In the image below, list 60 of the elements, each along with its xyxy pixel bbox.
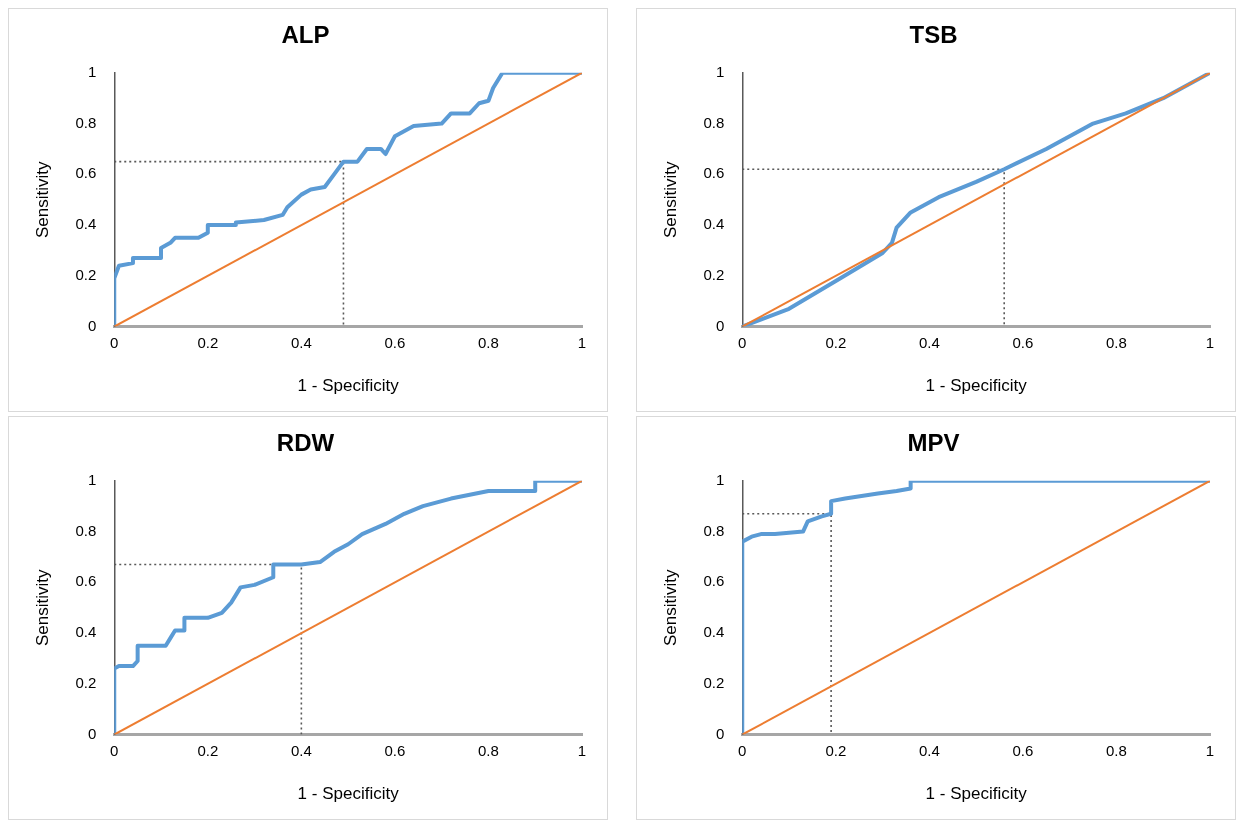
y-axis-title: Sensitivity	[32, 160, 52, 238]
x-tick-label: 0.8	[478, 333, 499, 351]
chart-title: ALP	[281, 21, 330, 49]
x-axis-title: 1 - Specificity	[297, 784, 400, 804]
x-tick-label: 1	[577, 333, 587, 351]
y-tick-label: 0.2	[703, 265, 725, 283]
x-tick-label: 0.6	[384, 741, 406, 759]
y-tick-label: 0.4	[75, 623, 97, 641]
chart-title: TSB	[909, 21, 958, 49]
y-tick-label: 0	[715, 724, 725, 742]
y-tick-label: 0.6	[75, 572, 97, 590]
x-tick-label: 0.2	[825, 333, 847, 351]
y-tick-label: 0.4	[703, 215, 725, 233]
x-tick-label: 0.2	[197, 741, 219, 759]
y-tick-label: 0.2	[703, 673, 725, 691]
x-axis-title: 1 - Specificity	[925, 376, 1028, 396]
y-tick-label: 1	[715, 62, 725, 80]
x-tick-label: 0.2	[825, 741, 847, 759]
x-tick-label: 0	[738, 741, 747, 759]
y-tick-label: 0	[87, 724, 97, 742]
x-tick-label: 1	[1205, 333, 1215, 351]
y-axis-title: Sensitivity	[660, 160, 680, 238]
y-tick-label: 0.4	[703, 623, 725, 641]
y-tick-label: 0.6	[703, 572, 725, 590]
y-tick-label: 0.6	[703, 164, 725, 182]
x-tick-label: 0.6	[384, 333, 406, 351]
y-tick-label: 0.8	[703, 521, 725, 539]
x-tick-label: 0.2	[197, 333, 219, 351]
x-tick-label: 0	[738, 333, 747, 351]
x-tick-label: 0	[110, 333, 119, 351]
x-tick-label: 0	[110, 741, 119, 759]
x-tick-label: 0.8	[1106, 741, 1127, 759]
x-tick-label: 0.4	[290, 333, 312, 351]
y-axis-title: Sensitivity	[32, 568, 52, 646]
chart-title: RDW	[276, 429, 335, 457]
y-tick-label: 0.8	[703, 113, 725, 131]
x-tick-label: 0.8	[478, 741, 499, 759]
y-tick-label: 0	[715, 316, 725, 334]
y-tick-label: 0.6	[75, 164, 97, 182]
y-tick-label: 0.4	[75, 215, 97, 233]
x-tick-label: 0.4	[290, 741, 312, 759]
y-tick-label: 0.2	[75, 265, 97, 283]
x-axis-title: 1 - Specificity	[925, 784, 1028, 804]
y-tick-label: 1	[87, 470, 97, 488]
y-axis-title: Sensitivity	[660, 568, 680, 646]
x-axis-title: 1 - Specificity	[297, 376, 400, 396]
y-tick-label: 0.8	[75, 113, 97, 131]
x-tick-label: 0.4	[918, 333, 940, 351]
x-tick-label: 0.4	[918, 741, 940, 759]
y-tick-label: 0	[87, 316, 97, 334]
y-tick-label: 1	[87, 62, 97, 80]
x-tick-label: 0.6	[1012, 333, 1034, 351]
x-tick-label: 1	[1205, 741, 1215, 759]
y-tick-label: 0.2	[75, 673, 97, 691]
y-tick-label: 0.8	[75, 521, 97, 539]
chart-title: MPV	[907, 429, 960, 457]
y-tick-label: 1	[715, 470, 725, 488]
x-tick-label: 1	[577, 741, 587, 759]
x-tick-label: 0.8	[1106, 333, 1127, 351]
x-tick-label: 0.6	[1012, 741, 1034, 759]
